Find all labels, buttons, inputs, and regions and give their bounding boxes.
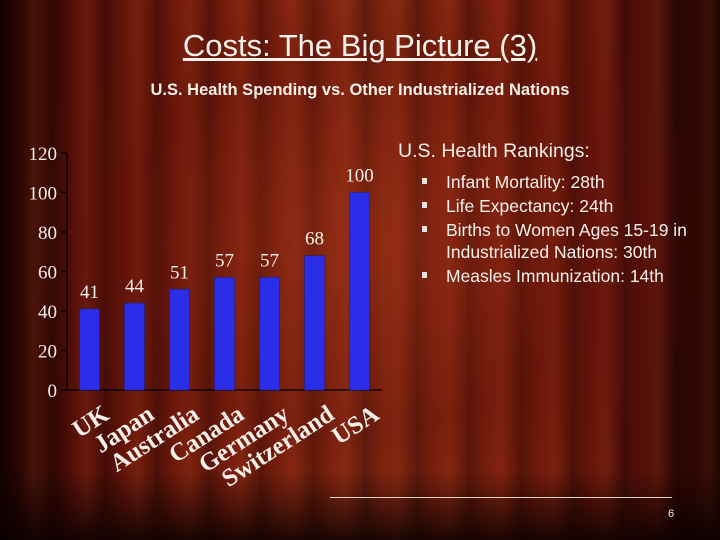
ranking-text: Measles Immunization: 14th [446, 266, 664, 286]
bar-uk [79, 308, 100, 391]
bar-germany [259, 277, 280, 391]
data-label: 51 [170, 262, 189, 283]
stage-shadow [0, 470, 720, 540]
y-tick-label: 0 [48, 381, 58, 402]
rankings-heading: U.S. Health Rankings: [398, 140, 590, 162]
data-label: 57 [215, 250, 234, 271]
y-tick-label: 80 [38, 223, 57, 244]
ranking-item: Births to Women Ages 15-19 in Industrial… [398, 219, 711, 263]
y-tick-label: 120 [29, 144, 58, 165]
x-tick-label: USA [327, 400, 384, 450]
y-tick-label: 40 [38, 302, 57, 323]
ranking-item: Measles Immunization: 14th [398, 265, 711, 287]
y-tick-label: 100 [29, 184, 58, 205]
bar-australia [169, 289, 190, 391]
square-bullet-icon [422, 202, 427, 208]
slide-title: Costs: The Big Picture (3) [182, 28, 538, 63]
square-bullet-icon [422, 226, 427, 232]
data-label: 44 [125, 276, 145, 297]
bar-canada [214, 277, 235, 391]
bar-usa [349, 192, 370, 391]
data-label: 68 [305, 229, 324, 250]
rankings-list: Infant Mortality: 28th Life Expectancy: … [398, 171, 718, 287]
footer-divider [330, 497, 672, 498]
slide-subtitle: U.S. Health Spending vs. Other Industria… [150, 81, 570, 99]
data-label: 100 [345, 166, 374, 187]
data-label: 41 [80, 282, 99, 303]
page-number: 6 [668, 508, 675, 520]
square-bullet-icon [422, 178, 427, 184]
bar-switzerland [304, 255, 325, 391]
ranking-text: Infant Mortality: 28th [446, 172, 605, 192]
y-tick-label: 60 [38, 263, 57, 284]
square-bullet-icon [422, 272, 427, 278]
ranking-text: Life Expectancy: 24th [446, 196, 614, 216]
y-tick-label: 20 [38, 342, 57, 363]
ranking-item: Life Expectancy: 24th [398, 195, 711, 217]
bar-japan [124, 302, 145, 391]
ranking-item: Infant Mortality: 28th [398, 171, 711, 193]
ranking-text: Births to Women Ages 15-19 in Industrial… [446, 220, 687, 262]
rankings-panel: U.S. Health Rankings: Infant Mortality: … [398, 140, 718, 289]
data-label: 57 [260, 250, 279, 271]
